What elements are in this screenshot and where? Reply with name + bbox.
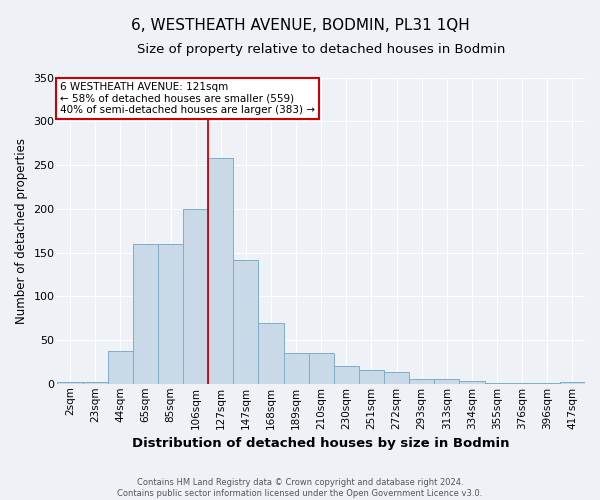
Text: 6, WESTHEATH AVENUE, BODMIN, PL31 1QH: 6, WESTHEATH AVENUE, BODMIN, PL31 1QH: [131, 18, 469, 32]
Bar: [133, 244, 158, 384]
Bar: [384, 372, 409, 384]
Bar: [108, 350, 133, 384]
Bar: [259, 322, 284, 384]
Bar: [308, 353, 334, 384]
X-axis label: Distribution of detached houses by size in Bodmin: Distribution of detached houses by size …: [133, 437, 510, 450]
Bar: [334, 366, 359, 384]
Bar: [409, 380, 434, 384]
Bar: [158, 244, 183, 384]
Bar: [359, 370, 384, 384]
Text: Contains HM Land Registry data © Crown copyright and database right 2024.
Contai: Contains HM Land Registry data © Crown c…: [118, 478, 482, 498]
Bar: [434, 380, 460, 384]
Bar: [58, 382, 83, 384]
Bar: [509, 383, 535, 384]
Text: 6 WESTHEATH AVENUE: 121sqm
← 58% of detached houses are smaller (559)
40% of sem: 6 WESTHEATH AVENUE: 121sqm ← 58% of deta…: [60, 82, 315, 116]
Title: Size of property relative to detached houses in Bodmin: Size of property relative to detached ho…: [137, 42, 505, 56]
Bar: [485, 383, 509, 384]
Bar: [535, 383, 560, 384]
Y-axis label: Number of detached properties: Number of detached properties: [15, 138, 28, 324]
Bar: [284, 353, 308, 384]
Bar: [208, 158, 233, 384]
Bar: [183, 209, 208, 384]
Bar: [460, 381, 485, 384]
Bar: [560, 382, 585, 384]
Bar: [83, 382, 108, 384]
Bar: [233, 260, 259, 384]
